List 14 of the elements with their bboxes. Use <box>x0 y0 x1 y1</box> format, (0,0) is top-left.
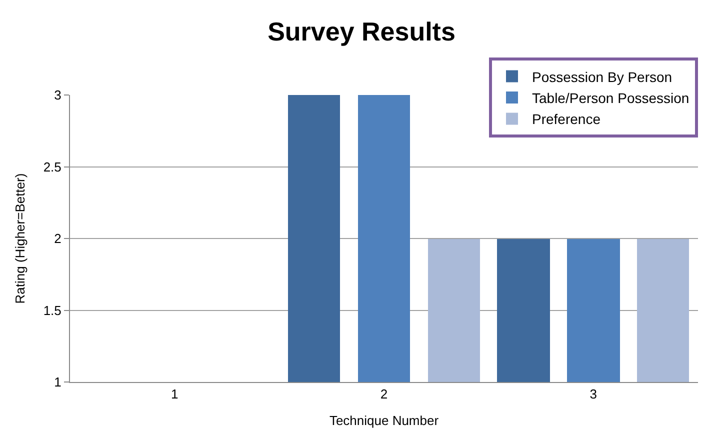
x-axis-title: Technique Number <box>329 413 440 428</box>
x-tick-label: 1 <box>171 386 178 402</box>
y-tick-label: 2 <box>54 231 62 246</box>
chart-title: Survey Results <box>268 16 456 46</box>
y-tick-label: 2.5 <box>43 159 62 174</box>
x-tick-label: 2 <box>380 386 388 402</box>
legend-label: Possession By Person <box>532 68 672 85</box>
y-axis-title: Rating (Higher=Better) <box>12 173 28 304</box>
x-tick-label: 3 <box>590 386 597 402</box>
y-tick-label: 3 <box>54 88 62 103</box>
legend-label: Preference <box>532 111 601 128</box>
y-tick-label: 1 <box>54 374 62 390</box>
legend-label: Table/Person Possession <box>532 90 690 106</box>
y-tick-label: 1.5 <box>43 302 62 318</box>
